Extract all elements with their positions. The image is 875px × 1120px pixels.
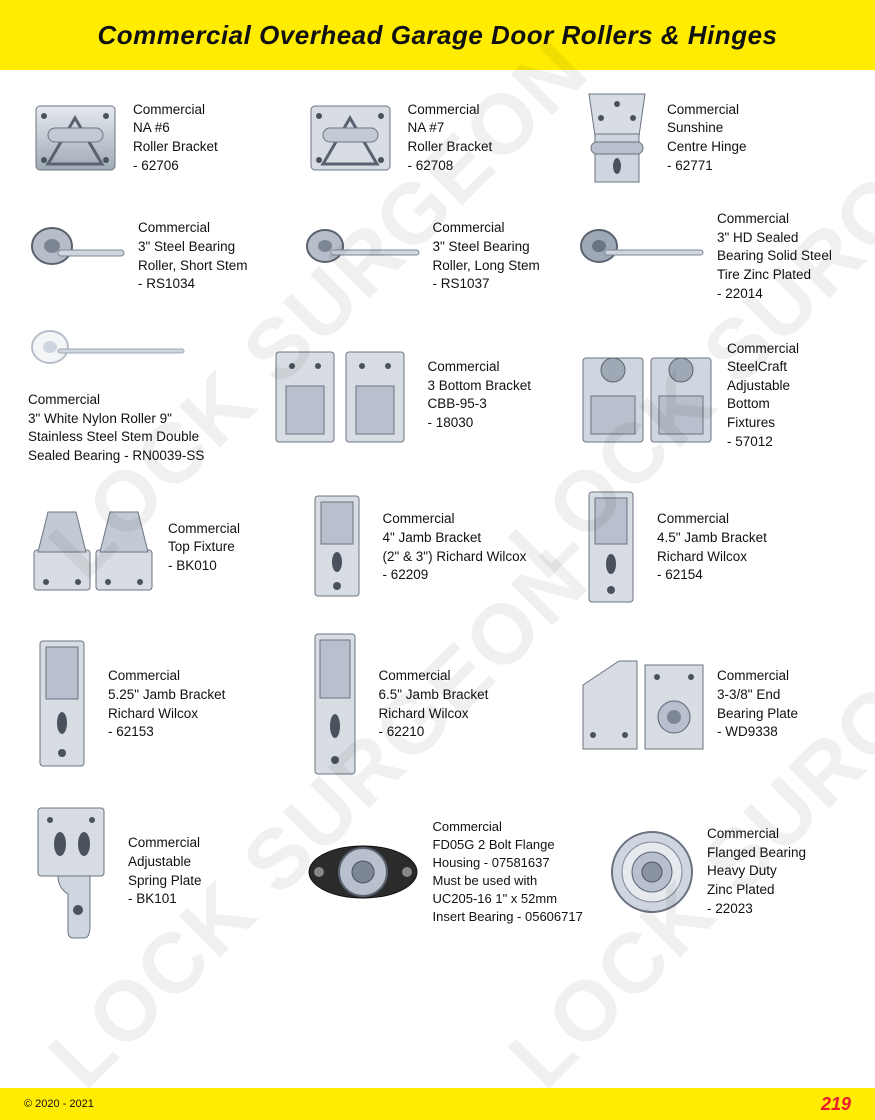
product-desc: Commercial 5.25" Jamb Bracket Richard Wi…	[108, 667, 225, 742]
product-cell: Commercial Top Fixture - BK010	[28, 488, 298, 608]
product-cell: Commercial 5.25" Jamb Bracket Richard Wi…	[28, 630, 298, 780]
catalog-row: Commercial Adjustable Spring Plate - BK1…	[28, 802, 847, 942]
product-cell: Commercial 3" HD Sealed Bearing Solid St…	[577, 210, 847, 303]
product-desc: Commercial 3" White Nylon Roller 9" Stai…	[28, 391, 204, 466]
product-desc: Commercial Top Fixture - BK010	[168, 520, 240, 576]
footer-band: © 2020 - 2021 219	[0, 1088, 875, 1120]
product-image-roller-nylon	[28, 325, 188, 381]
product-image-jamb-bracket	[577, 488, 647, 608]
product-desc: Commercial Sunshine Centre Hinge - 62771	[667, 101, 747, 176]
product-image-roller	[303, 222, 423, 292]
product-desc: Commercial 6.5" Jamb Bracket Richard Wil…	[379, 667, 489, 742]
product-desc: Commercial 3" HD Sealed Bearing Solid St…	[717, 210, 832, 303]
product-cell: Commercial Adjustable Spring Plate - BK1…	[28, 802, 298, 942]
product-image-roller	[577, 222, 707, 292]
product-desc: Commercial 4" Jamb Bracket (2" & 3") Ric…	[383, 510, 527, 585]
product-desc: Commercial Flanged Bearing Heavy Duty Zi…	[707, 825, 806, 918]
product-cell: Commercial Flanged Bearing Heavy Duty Zi…	[607, 802, 847, 942]
product-image-flange-housing	[303, 832, 423, 912]
product-cell: Commercial 4.5" Jamb Bracket Richard Wil…	[577, 488, 847, 608]
product-desc: Commercial NA #7 Roller Bracket - 62708	[408, 101, 493, 176]
product-image-jamb-bracket	[28, 637, 98, 772]
product-image-bracket	[303, 98, 398, 178]
product-cell: Commercial SteelCraft Adjustable Bottom …	[577, 325, 847, 466]
product-cell: Commercial 3" White Nylon Roller 9" Stai…	[28, 325, 258, 466]
product-image-jamb-bracket	[303, 630, 369, 780]
product-image-adjustable-fixture	[577, 340, 717, 450]
product-image-bracket	[28, 98, 123, 178]
product-image-jamb-bracket	[303, 490, 373, 605]
product-image-spring-plate	[28, 802, 118, 942]
product-image-hinge	[577, 88, 657, 188]
page-number: 219	[821, 1094, 851, 1115]
product-desc: Commercial 3" Steel Bearing Roller, Shor…	[138, 219, 248, 294]
catalog-row: Commercial 3" Steel Bearing Roller, Shor…	[28, 210, 847, 303]
product-image-roller	[28, 222, 128, 292]
product-desc: Commercial NA #6 Roller Bracket - 62706	[133, 101, 218, 176]
product-desc: Commercial 4.5" Jamb Bracket Richard Wil…	[657, 510, 767, 585]
copyright-text: © 2020 - 2021	[24, 1098, 94, 1110]
product-cell: Commercial 3-3/8" End Bearing Plate - WD…	[577, 630, 847, 780]
product-cell: Commercial 3" Steel Bearing Roller, Shor…	[28, 210, 298, 303]
catalog-row: Commercial 3" White Nylon Roller 9" Stai…	[28, 325, 847, 466]
product-cell: Commercial 6.5" Jamb Bracket Richard Wil…	[303, 630, 573, 780]
header-band: Commercial Overhead Garage Door Rollers …	[0, 0, 875, 70]
product-desc: Commercial SteelCraft Adjustable Bottom …	[727, 340, 799, 452]
catalog-row: Commercial 5.25" Jamb Bracket Richard Wi…	[28, 630, 847, 780]
product-desc: Commercial 3" Steel Bearing Roller, Long…	[433, 219, 540, 294]
product-desc: Commercial 3 Bottom Bracket CBB-95-3 - 1…	[428, 358, 532, 433]
product-desc: Commercial FD05G 2 Bolt Flange Housing -…	[433, 818, 583, 926]
catalog-row: Commercial Top Fixture - BK010 Commercia…	[28, 488, 847, 608]
product-image-flanged-bearing	[607, 827, 697, 917]
catalog-row: Commercial NA #6 Roller Bracket - 62706 …	[28, 88, 847, 188]
product-cell: Commercial 3" Steel Bearing Roller, Long…	[303, 210, 573, 303]
product-cell: Commercial NA #7 Roller Bracket - 62708	[303, 88, 573, 188]
product-cell: Commercial NA #6 Roller Bracket - 62706	[28, 88, 298, 188]
product-image-bottom-bracket	[268, 340, 418, 450]
page-title: Commercial Overhead Garage Door Rollers …	[98, 20, 778, 51]
product-image-end-bearing-plate	[577, 655, 707, 755]
product-desc: Commercial 3-3/8" End Bearing Plate - WD…	[717, 667, 798, 742]
product-image-top-fixture	[28, 500, 158, 595]
product-cell: Commercial 3 Bottom Bracket CBB-95-3 - 1…	[268, 325, 568, 466]
product-cell: Commercial FD05G 2 Bolt Flange Housing -…	[303, 802, 603, 942]
catalog-grid: LOCK SURGEON LOCK SURGEON LOCK SURGEON L…	[0, 70, 875, 960]
product-desc: Commercial Adjustable Spring Plate - BK1…	[128, 834, 202, 909]
product-cell: Commercial 4" Jamb Bracket (2" & 3") Ric…	[303, 488, 573, 608]
product-cell: Commercial Sunshine Centre Hinge - 62771	[577, 88, 847, 188]
